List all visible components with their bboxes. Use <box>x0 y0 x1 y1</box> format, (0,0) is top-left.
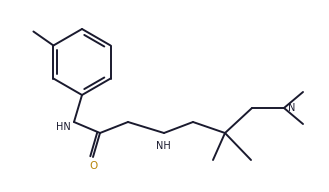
Text: N: N <box>288 103 295 113</box>
Text: HN: HN <box>56 122 71 132</box>
Text: O: O <box>89 161 97 171</box>
Text: NH: NH <box>156 141 170 151</box>
